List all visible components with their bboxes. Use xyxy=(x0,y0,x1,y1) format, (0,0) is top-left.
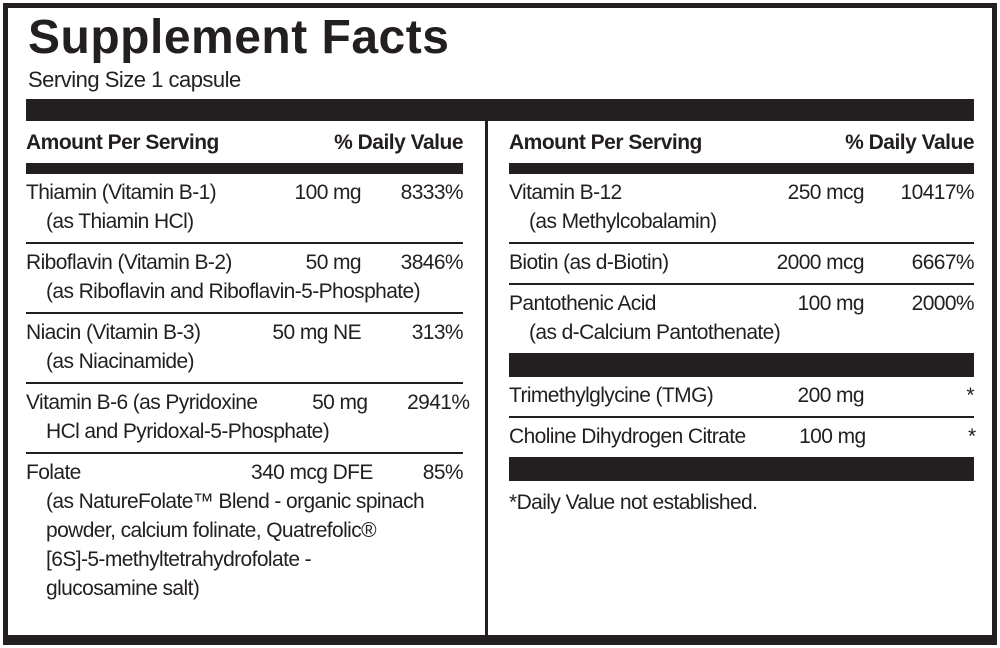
nutrient-detail: (as NatureFolate™ Blend - organic spinac… xyxy=(46,489,425,600)
nutrient-amount: 100 mg xyxy=(797,291,865,315)
nutrient-amount: 50 mg xyxy=(312,390,368,414)
left-column: Amount Per Serving % Daily Value Thiamin… xyxy=(26,121,470,635)
panel-title: Supplement Facts xyxy=(28,11,450,64)
header-divider-bar xyxy=(26,162,463,174)
nutrient-row-riboflavin: Riboflavin (Vitamin B-2) 50 mg 3846% (as… xyxy=(26,241,464,312)
nutrient-name: Riboflavin (Vitamin B-2) xyxy=(26,250,232,274)
right-rows-other: Trimethylglycine (TMG) 200 mg * Choline … xyxy=(509,377,976,457)
left-column-header: Amount Per Serving % Daily Value xyxy=(26,121,463,163)
nutrient-row-vitamin-b6: Vitamin B-6 (as Pyridoxine 50 mg 2941% H… xyxy=(26,381,470,452)
nutrient-detail: (as Niacinamide) xyxy=(46,349,195,373)
nutrient-name: Trimethylglycine (TMG) xyxy=(509,383,714,407)
amount-per-serving-label: Amount Per Serving xyxy=(26,130,219,154)
section-divider-bar xyxy=(509,456,974,481)
nutrient-daily-value: 85% xyxy=(422,460,464,484)
left-rows: Thiamin (Vitamin B-1) 100 mg 8333% (as T… xyxy=(26,174,470,609)
top-divider-bar xyxy=(26,98,974,121)
nutrient-name: Thiamin (Vitamin B-1) xyxy=(26,180,217,204)
nutrient-daily-value: 2000% xyxy=(911,291,975,315)
nutrient-amount: 340 mcg DFE xyxy=(251,460,373,484)
nutrient-amount: 50 mg NE xyxy=(272,320,361,344)
nutrient-name: Pantothenic Acid xyxy=(509,291,656,315)
nutrient-name: Vitamin B-6 (as Pyridoxine xyxy=(26,390,258,414)
nutrient-amount: 50 mg xyxy=(305,250,362,274)
nutrient-detail: (as Methylcobalamin) xyxy=(529,209,717,233)
nutrient-amount: 100 mg xyxy=(294,180,362,204)
nutrient-row-pantothenic-acid: Pantothenic Acid 100 mg 2000% (as d-Calc… xyxy=(509,282,975,353)
nutrient-name: Folate xyxy=(26,460,81,484)
nutrient-amount: 200 mg xyxy=(797,383,865,407)
nutrient-detail: (as Riboflavin and Riboflavin-5-Phosphat… xyxy=(46,279,421,303)
daily-value-footnote: *Daily Value not established. xyxy=(509,490,758,514)
nutrient-amount: 2000 mcg xyxy=(776,250,865,274)
nutrient-amount: 100 mg xyxy=(799,424,866,448)
amount-per-serving-label: Amount Per Serving xyxy=(509,130,702,154)
nutrient-daily-value: 313% xyxy=(411,320,464,344)
nutrient-name: Niacin (Vitamin B-3) xyxy=(26,320,201,344)
nutrient-row-niacin: Niacin (Vitamin B-3) 50 mg NE 313% (as N… xyxy=(26,311,464,382)
nutrient-row-vitamin-b12: Vitamin B-12 250 mcg 10417% (as Methylco… xyxy=(509,174,975,242)
nutrient-table: Amount Per Serving % Daily Value Thiamin… xyxy=(26,120,976,635)
nutrient-daily-value: 8333% xyxy=(400,180,464,204)
nutrient-detail: HCl and Pyridoxal-5-Phosphate) xyxy=(46,419,330,443)
column-divider xyxy=(485,120,488,635)
nutrient-name: Choline Dihydrogen Citrate xyxy=(509,424,746,448)
nutrient-row-tmg: Trimethylglycine (TMG) 200 mg * xyxy=(509,377,975,416)
serving-size: Serving Size 1 capsule xyxy=(28,66,241,92)
nutrient-amount: 250 mcg xyxy=(787,180,865,204)
daily-value-label: % Daily Value xyxy=(845,130,974,154)
nutrient-daily-value: * xyxy=(966,383,974,407)
supplement-facts-panel: Supplement Facts Serving Size 1 capsule … xyxy=(3,3,997,645)
nutrient-name: Biotin (as d-Biotin) xyxy=(509,250,669,274)
nutrient-daily-value: 3846% xyxy=(400,250,464,274)
nutrient-row-thiamin: Thiamin (Vitamin B-1) 100 mg 8333% (as T… xyxy=(26,174,464,242)
nutrient-daily-value: 10417% xyxy=(900,180,975,204)
nutrient-row-choline: Choline Dihydrogen Citrate 100 mg * xyxy=(509,415,976,457)
header-divider-bar xyxy=(509,162,974,174)
right-column-header: Amount Per Serving % Daily Value xyxy=(509,121,974,163)
nutrient-name: Vitamin B-12 xyxy=(509,180,622,204)
daily-value-label: % Daily Value xyxy=(334,130,463,154)
nutrient-detail: (as d-Calcium Pantothenate) xyxy=(529,320,781,344)
nutrient-detail: (as Thiamin HCl) xyxy=(46,209,194,233)
nutrient-daily-value: 6667% xyxy=(911,250,975,274)
nutrient-row-folate: Folate 340 mcg DFE 85% (as NatureFolate™… xyxy=(26,451,464,609)
right-rows-vitamins: Vitamin B-12 250 mcg 10417% (as Methylco… xyxy=(509,174,975,353)
nutrient-daily-value: * xyxy=(967,424,976,448)
section-divider-bar xyxy=(509,352,974,377)
right-column: Amount Per Serving % Daily Value Vitamin… xyxy=(509,121,976,635)
nutrient-row-biotin: Biotin (as d-Biotin) 2000 mcg 6667% xyxy=(509,241,975,283)
nutrient-daily-value: 2941% xyxy=(407,390,470,414)
